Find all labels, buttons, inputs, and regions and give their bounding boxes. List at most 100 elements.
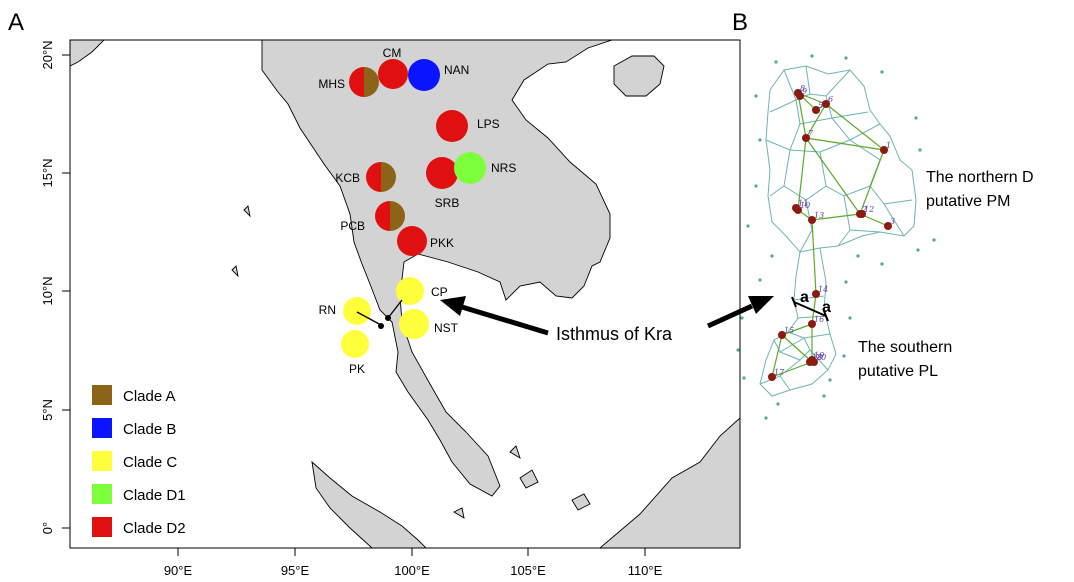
site-label: CP: [431, 285, 448, 299]
boundary-dots: [736, 54, 936, 420]
node-dot: [858, 210, 866, 218]
node-label: 14: [818, 285, 828, 294]
node-label: 17: [774, 368, 785, 377]
site-pie: [396, 277, 424, 305]
site-pie-slice: [364, 67, 379, 97]
node-label: 11: [798, 199, 808, 208]
boundary-dot: [822, 394, 826, 398]
node-label: 3: [890, 217, 895, 226]
legend-swatch: [92, 451, 112, 471]
network-node: 20: [810, 353, 826, 366]
legend-swatch: [92, 418, 112, 438]
node-label: 7: [808, 129, 814, 138]
boundary-dot: [770, 254, 774, 258]
site-pie: [454, 152, 486, 184]
island-4: [453, 507, 465, 519]
site-pie: [341, 330, 369, 358]
site-pie-slice: [381, 162, 396, 192]
network-node: 6: [822, 95, 833, 108]
legend-item: Clade D1: [92, 484, 186, 504]
site-rn: RN: [319, 297, 371, 325]
boundary-dot: [914, 116, 918, 120]
panel-a-letter: A: [8, 9, 24, 36]
network-node: 17: [768, 368, 785, 381]
x-tick-label: 95°E: [281, 563, 310, 578]
node-dot: [810, 358, 818, 366]
southern-label-line1: The southern: [858, 339, 952, 356]
boundary-dot: [828, 378, 832, 382]
southern-label-line2: putative PL: [858, 363, 938, 380]
legend-swatch: [92, 484, 112, 504]
node-dot: [822, 100, 830, 108]
legend-label: Clade A: [123, 388, 176, 405]
network-node: 14: [812, 285, 828, 298]
site-cm: CM: [378, 46, 408, 89]
network-node: 13: [808, 211, 824, 224]
node-label: 20: [815, 353, 826, 362]
site-srb: SRB: [426, 157, 459, 210]
northern-label-line1: The northern D: [926, 169, 1034, 186]
site-label: PKK: [430, 236, 454, 250]
site-pk: PK: [341, 330, 369, 376]
site-cp: CP: [396, 277, 448, 305]
boundary-dot: [764, 416, 768, 420]
legend-swatch: [92, 385, 112, 405]
site-label: SRB: [435, 196, 460, 210]
boundary-dot: [754, 94, 758, 98]
isthmus-arrow-right: [706, 296, 774, 329]
network-node: 15: [778, 326, 794, 339]
x-tick-label: 110°E: [628, 563, 663, 578]
northern-label-line2: putative PM: [926, 193, 1010, 210]
boundary-dot: [916, 248, 920, 252]
site-pie: [426, 157, 458, 189]
boundary-dot: [754, 184, 758, 188]
land-masses: [70, 40, 740, 548]
y-tick-label: 10°N: [40, 276, 55, 305]
landmass-borneo: [599, 417, 740, 548]
site-nan: NAN: [408, 59, 469, 91]
x-tick-label: 105°E: [510, 563, 546, 578]
node-label: 2: [861, 205, 867, 214]
boundary-dot: [918, 148, 922, 152]
node-label: 13: [814, 211, 824, 220]
node-dot: [808, 216, 816, 224]
site-label: NAN: [444, 63, 469, 77]
site-point: [385, 315, 391, 321]
node-dot: [768, 373, 776, 381]
network-node: 7: [802, 129, 814, 142]
network-node: 9: [796, 87, 807, 100]
sampling-sites: CM NAN MHS LPS SRB KCB PCB PKK CP RN NST PK NRS: [318, 46, 516, 376]
y-tick-label: 0°: [40, 522, 55, 534]
site-nrs: NRS: [454, 152, 516, 184]
landmass-india: [70, 40, 105, 67]
node-dot: [880, 146, 888, 154]
landmass-hainan: [613, 55, 665, 97]
island-6: [231, 265, 239, 278]
node-label: 6: [828, 95, 833, 104]
isthmus-label: Isthmus of Kra: [556, 324, 673, 344]
node-dot: [796, 92, 804, 100]
legend-item: Clade A: [92, 385, 176, 405]
x-tick-label: 100°E: [394, 563, 430, 578]
legend-label: Clade C: [123, 454, 177, 471]
site-mhs: MHS: [318, 67, 379, 97]
panel-b-letter: B: [732, 9, 748, 36]
node-dot: [812, 106, 820, 114]
voronoi-cells: [759, 65, 917, 397]
boundary-dot: [776, 402, 780, 406]
barrier-marker: a a: [791, 289, 831, 322]
site-pie: [343, 297, 371, 325]
boundary-dot: [740, 316, 744, 320]
island-3: [571, 493, 591, 511]
node-dot: [792, 204, 800, 212]
boundary-dot: [742, 376, 746, 380]
network-node: 11: [792, 199, 808, 212]
site-label: NST: [434, 321, 459, 335]
boundary-dot: [880, 70, 884, 74]
site-leader-lines: [356, 299, 403, 326]
barrier-label: a: [800, 289, 809, 306]
boundary-dot: [844, 280, 848, 284]
y-axis: [62, 54, 70, 529]
